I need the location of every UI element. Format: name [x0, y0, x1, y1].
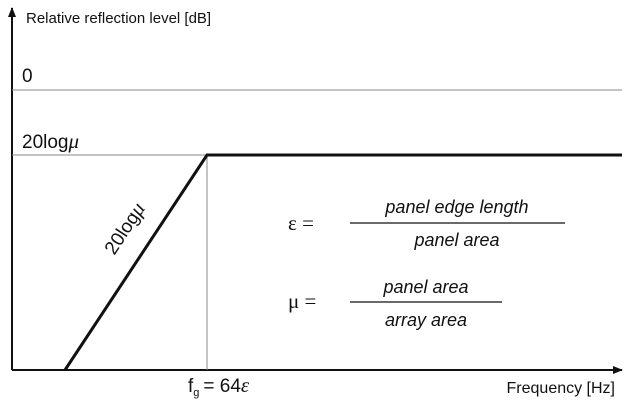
response-curve — [63, 153, 622, 371]
level-text: 20log — [22, 132, 69, 153]
formula-lhs: ε = — [288, 211, 314, 235]
level-label: 0 — [22, 66, 33, 87]
y-axis-label: Relative reflection level [dB] — [26, 10, 211, 27]
formula-denominator: array area — [385, 310, 467, 330]
cutoff-param: ε — [241, 373, 250, 397]
formula-numerator: panel edge length — [384, 197, 528, 217]
formula-numerator: panel area — [382, 277, 468, 297]
cutoff-symbol: f — [188, 376, 194, 397]
slope-label: 20logμ — [98, 198, 149, 259]
formula-lhs: μ = — [288, 289, 316, 313]
formula-denominator: panel area — [413, 230, 499, 250]
cutoff-equals: = 64 — [203, 376, 241, 397]
cutoff-label: fg = 64ε — [188, 373, 250, 399]
level-symbol: μ — [68, 129, 80, 153]
cutoff-subscript: g — [193, 387, 199, 399]
x-axis-label: Frequency [Hz] — [507, 380, 615, 397]
level-label: 20logμ — [22, 129, 79, 153]
